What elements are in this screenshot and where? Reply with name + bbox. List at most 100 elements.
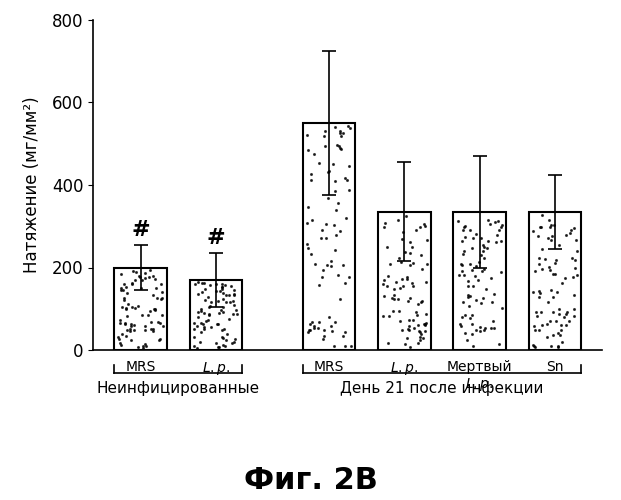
Point [324, 312, 334, 320]
Point [468, 234, 478, 242]
Point [302, 220, 312, 228]
Point [409, 324, 419, 332]
Point [323, 168, 333, 175]
Point [403, 325, 413, 333]
Point [322, 261, 332, 269]
Point [204, 303, 214, 311]
Point [120, 320, 130, 328]
Point [460, 271, 469, 279]
Point [463, 276, 473, 284]
Point [471, 230, 481, 238]
Point [229, 338, 239, 346]
Point [327, 258, 337, 266]
Point [140, 340, 150, 347]
Point [405, 261, 415, 269]
Point [384, 312, 394, 320]
Point [485, 220, 495, 228]
Point [125, 324, 135, 332]
Point [415, 224, 425, 232]
Point [331, 206, 341, 214]
Point [545, 316, 555, 324]
Point [459, 222, 469, 230]
Point [130, 304, 140, 312]
Point [569, 305, 579, 313]
Point [115, 320, 125, 328]
Point [129, 326, 139, 334]
Point [483, 237, 492, 245]
Point [225, 298, 235, 306]
Point [400, 248, 410, 256]
Point [230, 336, 240, 344]
Point [205, 302, 215, 310]
Point [394, 254, 404, 262]
Point [391, 278, 401, 286]
Point [323, 194, 333, 202]
Point [392, 216, 402, 224]
Point [573, 272, 582, 280]
Point [212, 320, 222, 328]
Point [317, 273, 327, 281]
Point [189, 333, 199, 341]
Point [459, 247, 469, 255]
Point [479, 326, 489, 334]
Point [543, 333, 553, 341]
Point [555, 330, 564, 338]
Point [306, 250, 315, 258]
Point [486, 274, 496, 282]
Point [221, 298, 231, 306]
Point [345, 273, 355, 281]
Point [125, 322, 135, 330]
Point [330, 246, 340, 254]
Text: Неинфицированные: Неинфицированные [97, 381, 260, 396]
Point [560, 314, 569, 322]
Point [335, 129, 345, 137]
Point [146, 318, 156, 326]
Text: #: # [131, 220, 150, 240]
Point [218, 302, 228, 310]
Point [468, 342, 478, 350]
Point [421, 318, 431, 326]
Point [474, 258, 484, 266]
Point [340, 342, 350, 350]
Point [497, 222, 507, 230]
Point [196, 307, 206, 315]
Point [545, 223, 555, 231]
Point [220, 282, 230, 290]
Point [217, 280, 227, 288]
Point [320, 127, 330, 135]
Point [465, 292, 475, 300]
Point [530, 326, 540, 334]
Point [542, 320, 552, 328]
Point [570, 264, 580, 272]
Point [567, 254, 577, 262]
Point [465, 226, 474, 234]
Point [335, 144, 345, 152]
Point [129, 320, 139, 328]
Point [379, 292, 389, 300]
Point [422, 236, 432, 244]
Point [157, 288, 167, 296]
Point [190, 280, 200, 287]
Point [304, 326, 314, 334]
Point [218, 294, 228, 302]
Point [193, 290, 202, 298]
Point [326, 322, 336, 330]
Point [203, 316, 213, 324]
Point [330, 124, 340, 132]
Point [556, 321, 566, 329]
Point [310, 260, 320, 268]
Point [538, 264, 548, 272]
Point [528, 288, 538, 296]
Point [476, 234, 486, 242]
Point [407, 259, 417, 267]
Point [533, 232, 543, 240]
Point [156, 294, 166, 302]
Point [341, 214, 351, 222]
Point [561, 320, 571, 328]
Point [545, 266, 555, 274]
Point [150, 306, 160, 314]
Point [119, 296, 129, 304]
Point [146, 326, 156, 334]
Point [548, 308, 558, 316]
Point [224, 291, 233, 299]
